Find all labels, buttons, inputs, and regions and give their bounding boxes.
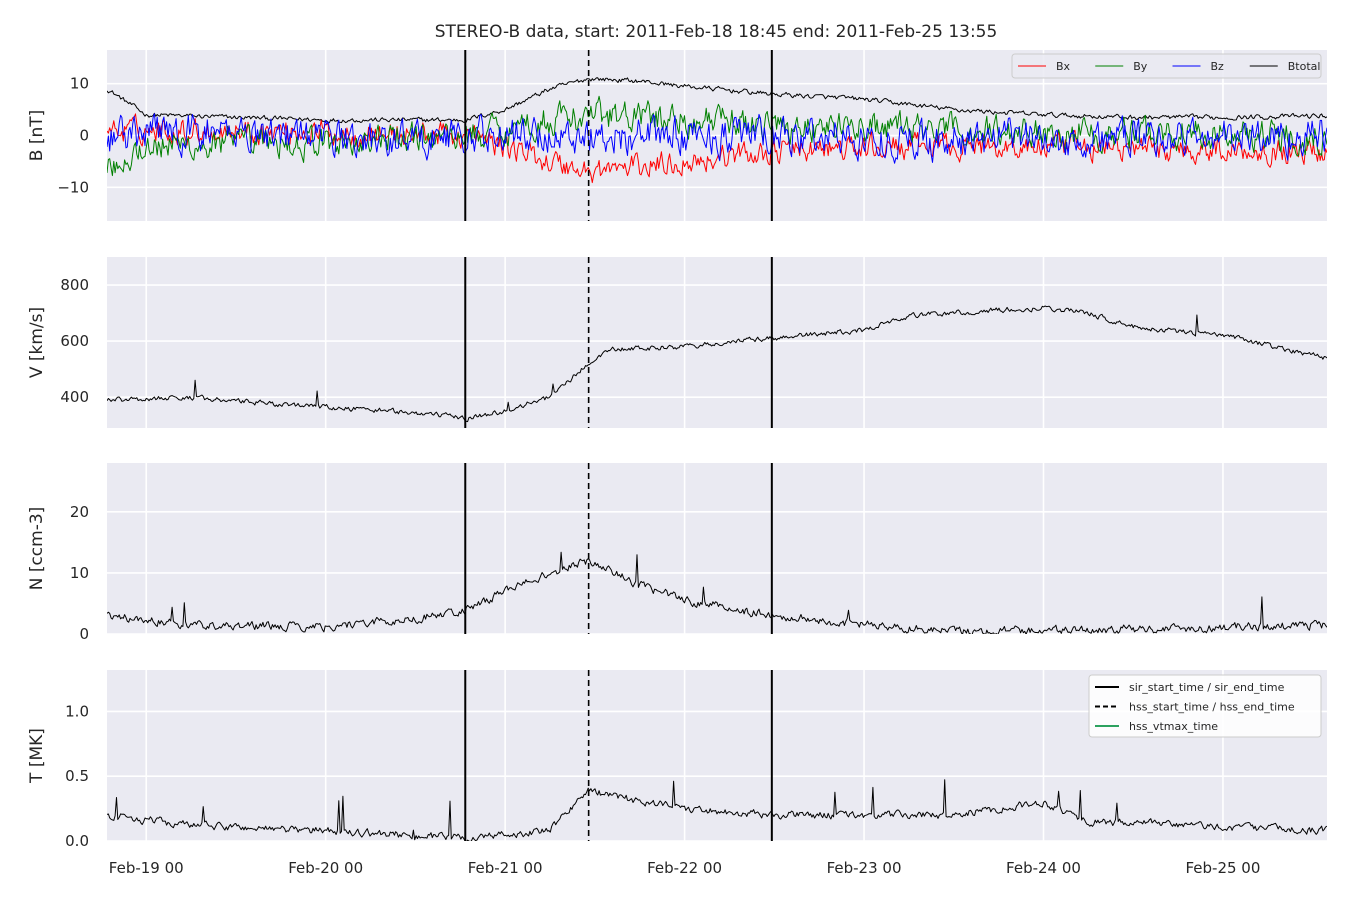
legend-label: Bz (1211, 60, 1225, 73)
y-axis-label: B [nT] (27, 110, 47, 162)
series-line-v (107, 305, 1327, 423)
x-tick-label: Feb-23 00 (827, 859, 902, 877)
x-tick-label: Feb-20 00 (288, 859, 363, 877)
legend-b: Bx By Bz Btotal (1011, 53, 1322, 79)
series-group (107, 77, 1327, 184)
series-line-by (107, 95, 1327, 177)
panel-2: 400 600 800 V [km/s] (27, 257, 1327, 428)
y-tick-label: 10 (70, 75, 89, 93)
legend-label: Btotal (1288, 60, 1321, 73)
legend-label: Bx (1056, 60, 1071, 73)
legend-box (1011, 53, 1322, 79)
series-group (107, 305, 1327, 423)
y-tick-label: 0.5 (65, 767, 89, 785)
panel-3: 0 10 20 N [ccm-3] (27, 463, 1327, 643)
x-tick-label: Feb-22 00 (647, 859, 722, 877)
plot-background (107, 257, 1327, 428)
y-tick-label: 10 (70, 564, 89, 582)
plot-background (107, 463, 1327, 634)
y-tick-label: 400 (60, 388, 89, 406)
y-axis-label: N [ccm-3] (27, 507, 47, 591)
legend-events: sir_start_time / sir_end_time hss_start_t… (1088, 674, 1322, 738)
x-tick-label: Feb-24 00 (1006, 859, 1081, 877)
legend-box (1088, 674, 1322, 738)
x-tick-label: Feb-21 00 (468, 859, 543, 877)
series-line-bz (107, 113, 1327, 164)
y-tick-label: 1.0 (65, 702, 89, 720)
series-line-t (107, 779, 1327, 841)
series-group (107, 551, 1327, 634)
legend-label: By (1133, 60, 1148, 73)
series-group (107, 779, 1327, 841)
y-tick-label: 800 (60, 276, 89, 294)
y-axis-label: V [km/s] (27, 307, 47, 378)
x-axis: Feb-19 00 Feb-20 00 Feb-21 00 Feb-22 00 Feb-… (109, 859, 1261, 877)
legend-label: sir_start_time / sir_end_time (1129, 681, 1285, 694)
y-tick-label: 600 (60, 332, 89, 350)
x-tick-label: Feb-25 00 (1185, 859, 1260, 877)
panel-1: −10 0 10 B [nT] Bx By Bz Btotal (27, 50, 1327, 221)
legend-label: hss_start_time / hss_end_time (1129, 701, 1295, 714)
y-tick-label: 20 (70, 503, 89, 521)
x-tick-label: Feb-19 00 (109, 859, 184, 877)
y-tick-label: 0.0 (65, 832, 89, 850)
y-tick-label: 0 (79, 127, 89, 145)
legend-label: hss_vtmax_time (1129, 720, 1218, 733)
y-tick-label: 0 (79, 625, 89, 643)
series-line-n (107, 551, 1327, 634)
y-tick-label: −10 (57, 178, 89, 196)
panel-4: 0.0 0.5 1.0 T [MK] sir_start_time / sir_end_… (27, 670, 1327, 850)
chart-title: STEREO-B data, start: 2011-Feb-18 18:45 … (435, 22, 998, 42)
y-axis-label: T [MK] (27, 728, 47, 784)
